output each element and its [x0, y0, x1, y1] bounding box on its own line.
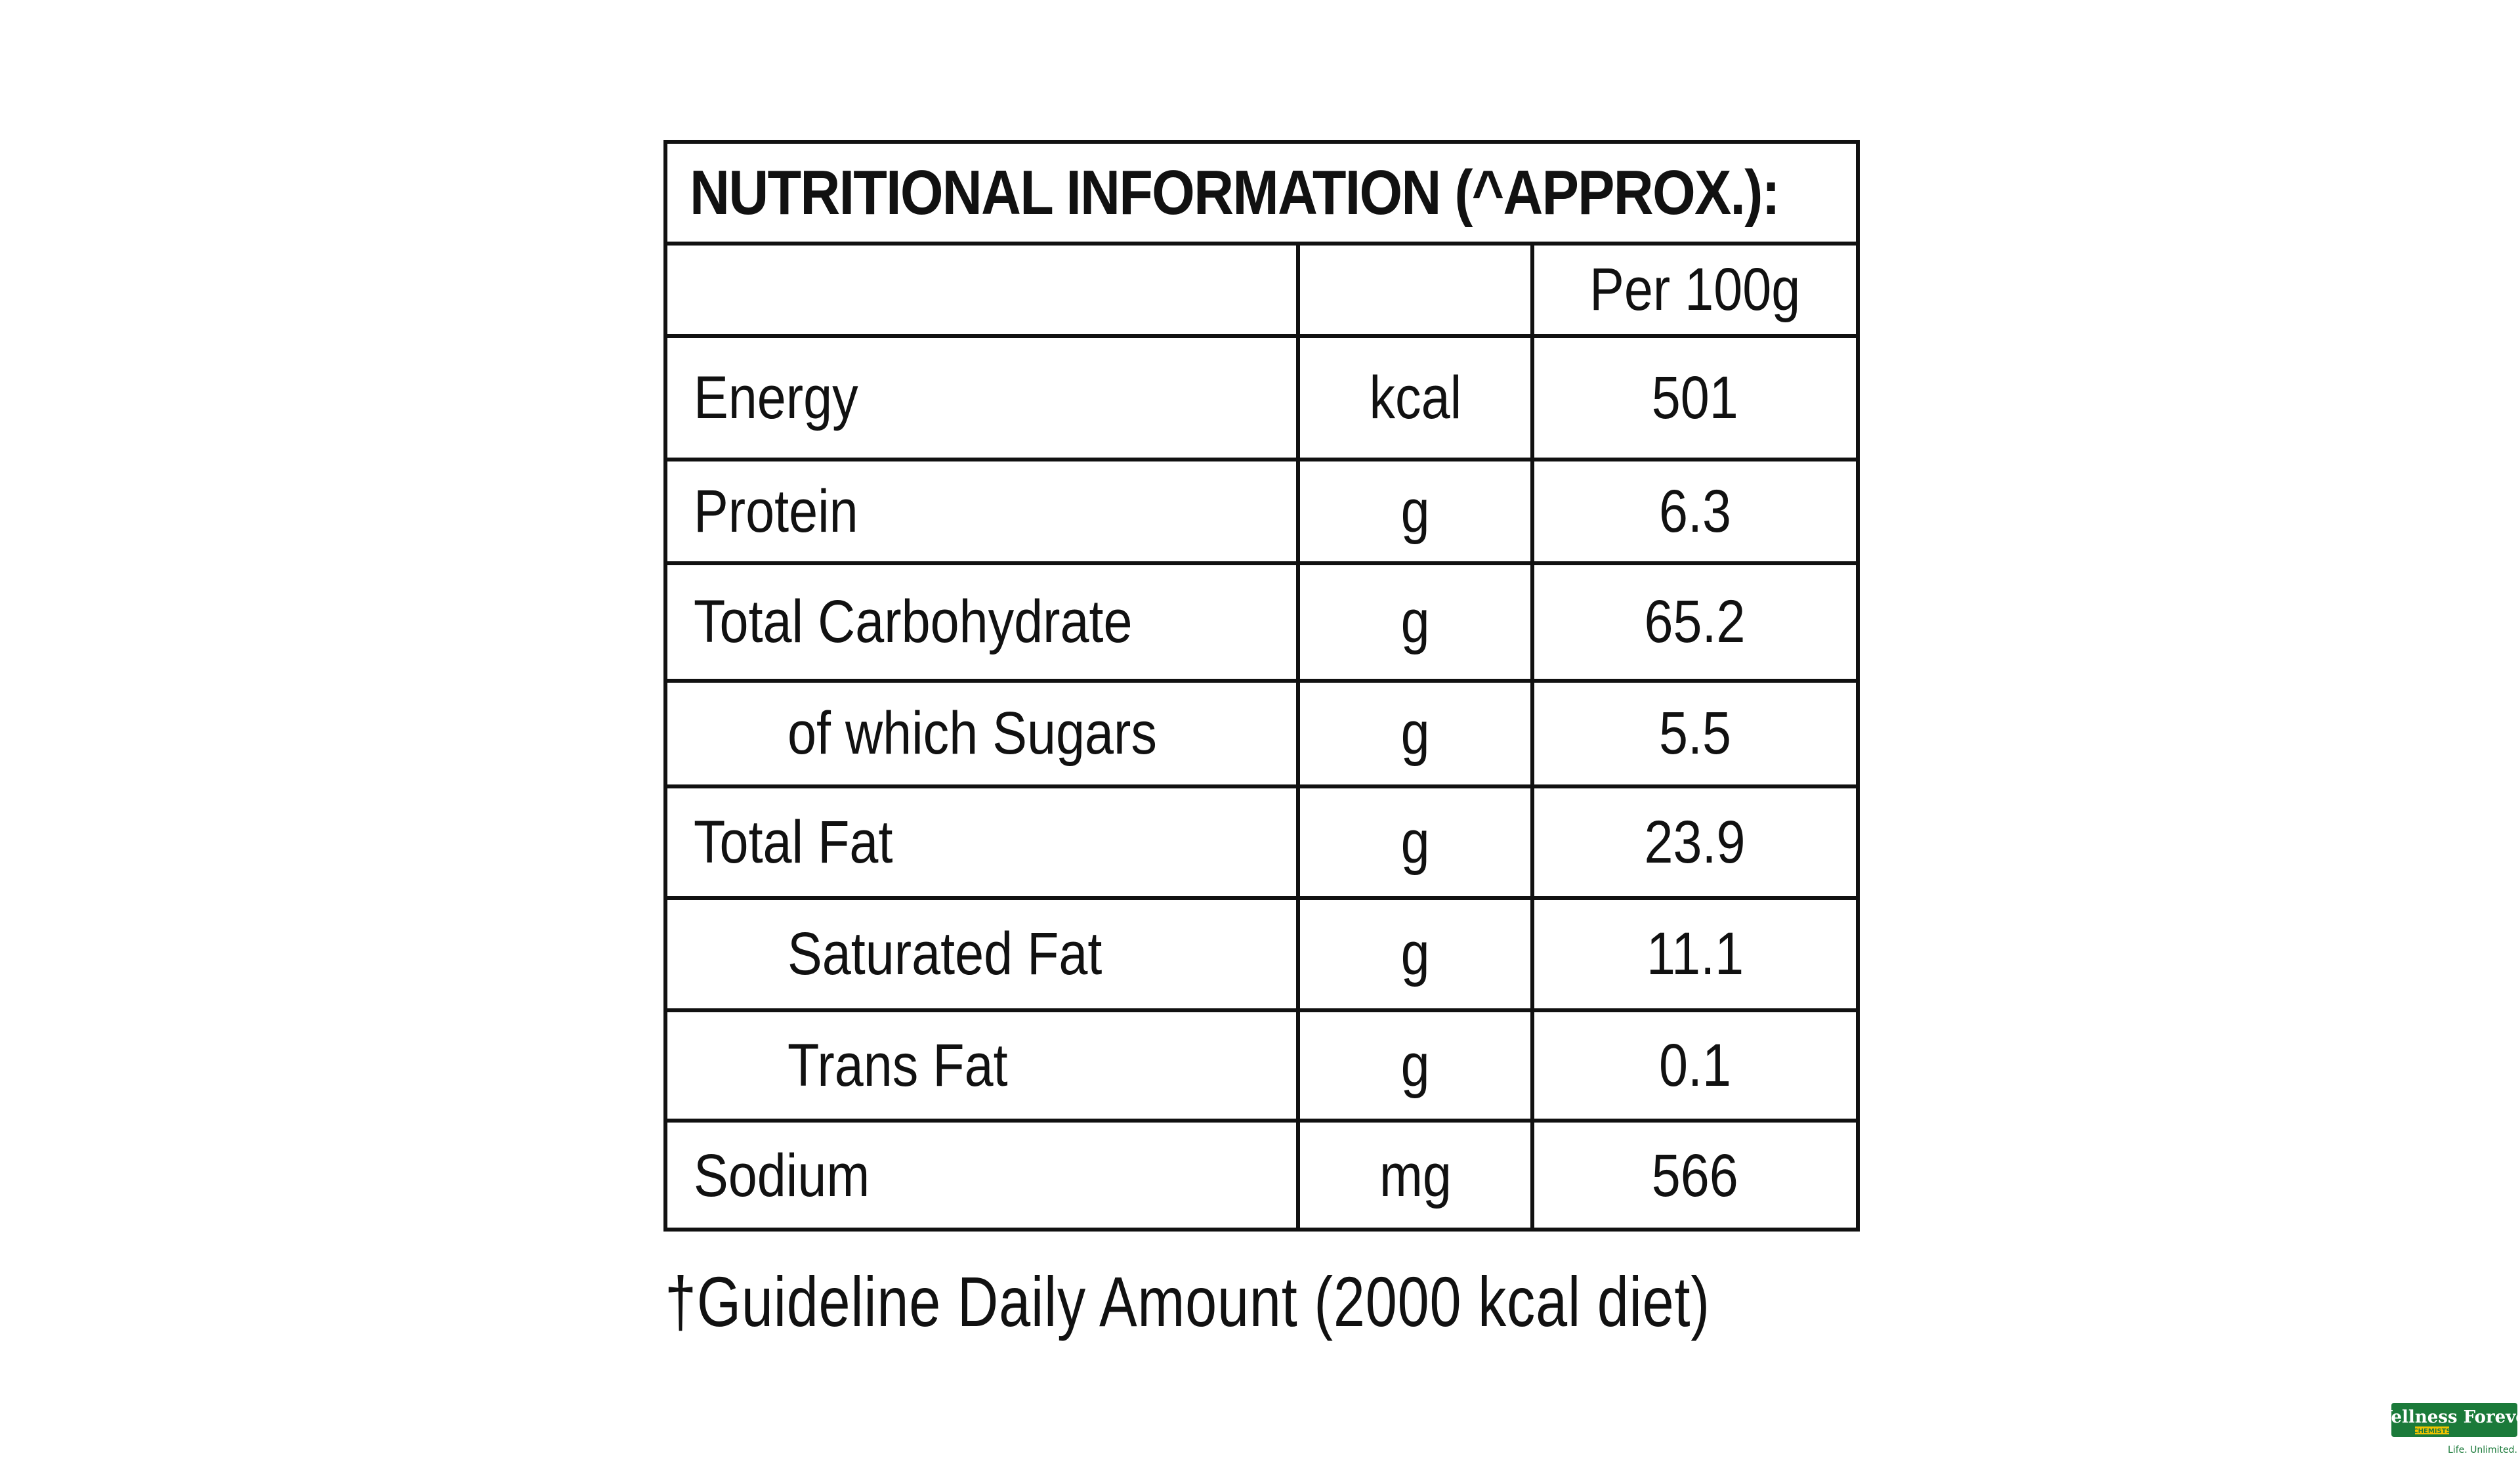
table-row: Saturated Fat g 11.1: [667, 898, 1856, 1012]
nutrient-name: Energy: [667, 336, 1300, 461]
nutrient-value: 6.3: [1532, 460, 1856, 565]
table-row: Protein g 6.3: [667, 460, 1856, 565]
nutrient-unit: g: [1298, 681, 1534, 788]
nutrient-name: Saturated Fat: [667, 898, 1300, 1012]
table-row: Total Carbohydrate g 65.2: [667, 563, 1856, 683]
nutrient-name: Trans Fat: [667, 1010, 1300, 1123]
table-row: Total Fat g 23.9: [667, 786, 1856, 900]
nutrient-value: 0.1: [1532, 1010, 1856, 1123]
nutrient-unit: mg: [1298, 1121, 1534, 1230]
nutrient-value: 23.9: [1532, 786, 1856, 900]
nutrient-unit: g: [1298, 563, 1534, 683]
nutrient-unit: g: [1298, 786, 1534, 900]
nutrient-unit: g: [1298, 460, 1534, 565]
logo-sub-text: CHEMISTS: [2413, 1428, 2450, 1435]
nutrient-value: 11.1: [1532, 898, 1856, 1012]
logo-sub-bar: [2415, 1426, 2449, 1434]
nutrient-value: 65.2: [1532, 563, 1856, 683]
per-100g-header: Per 100g: [1532, 246, 1856, 338]
nutrient-value: 5.5: [1532, 681, 1856, 788]
nutrient-unit: kcal: [1298, 336, 1534, 461]
nutrient-name: Sodium: [667, 1121, 1300, 1230]
logo-tagline: Life. Unlimited.: [2448, 1445, 2517, 1455]
header-unit-cell: [1298, 246, 1534, 338]
logo-brand-name: Wellness Forever: [2389, 1407, 2520, 1427]
nutrition-table: Per 100g Energy kcal 501 Protein g 6.3 T…: [667, 246, 1856, 1230]
nutrient-value: 566: [1651, 1142, 1739, 1209]
panel-title: NUTRITIONAL INFORMATION (^APPROX.):: [667, 144, 1856, 246]
footnote: †Guideline Daily Amount (2000 kcal diet): [665, 1262, 1710, 1341]
nutrition-facts-panel: NUTRITIONAL INFORMATION (^APPROX.): Per …: [663, 140, 1860, 1232]
table-row: of which Sugars g 5.5: [667, 681, 1856, 788]
nutrient-unit: g: [1298, 1010, 1534, 1123]
wellness-forever-logo: Wellness Forever CHEMISTS Life. Unlimite…: [2389, 1403, 2520, 1455]
table-row: Trans Fat g 0.1: [667, 1010, 1856, 1123]
nutrient-unit: g: [1298, 898, 1534, 1012]
table-row: Sodium mg 566: [667, 1121, 1856, 1230]
table-header-row: Per 100g: [667, 246, 1856, 338]
nutrient-name: Protein: [667, 460, 1300, 565]
table-row: Energy kcal 501: [667, 336, 1856, 461]
nutrient-name: Total Fat: [667, 786, 1300, 900]
nutrient-name: of which Sugars: [667, 681, 1300, 788]
nutrient-value: 501: [1532, 336, 1856, 461]
header-name-cell: [667, 246, 1300, 338]
nutrient-name: Total Carbohydrate: [667, 563, 1300, 683]
